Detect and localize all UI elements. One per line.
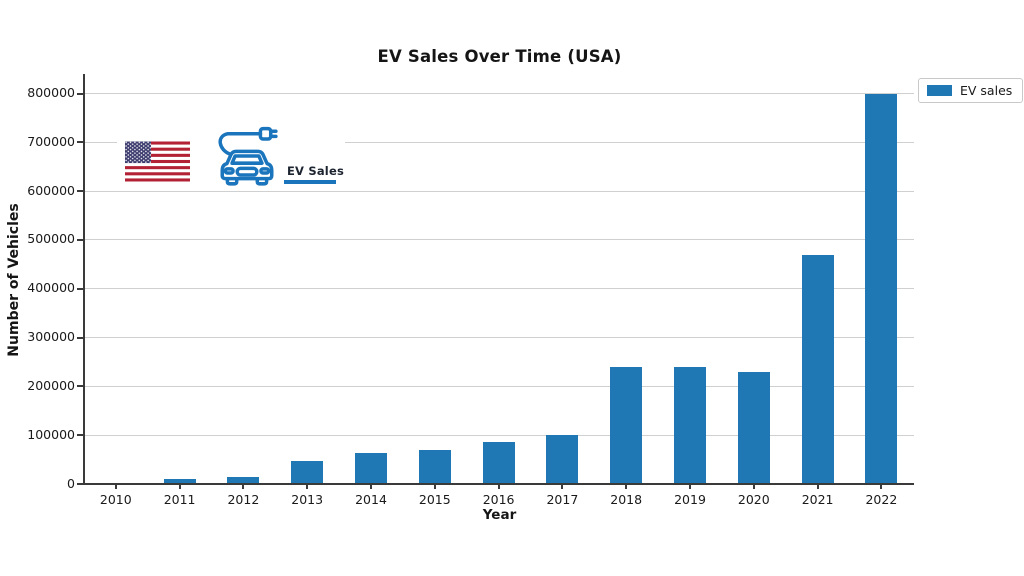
x-tick-label-2010: 2010: [99, 492, 132, 507]
y-tick-600000: [77, 190, 85, 193]
x-tick-label-2014: 2014: [355, 492, 387, 507]
y-tick-0: [77, 483, 85, 485]
x-tick-label-2013: 2013: [291, 492, 324, 507]
x-tick-2020: [752, 484, 755, 489]
bar-2018: [610, 366, 643, 484]
logo-underline: [284, 180, 336, 184]
x-tick-2016: [497, 484, 500, 489]
bar-2020: [737, 371, 770, 484]
y-tick-label-100000: 100000: [27, 426, 75, 442]
x-tick-label-2016: 2016: [482, 492, 515, 507]
x-tick-2013: [306, 484, 309, 489]
y-tick-label-200000: 200000: [27, 377, 75, 393]
y-tick-label-800000: 800000: [27, 85, 75, 101]
y-tick-label-400000: 400000: [27, 280, 75, 296]
y-tick-800000: [77, 92, 85, 95]
y-tick-label-0: 0: [67, 475, 75, 491]
gridline-500000: [85, 239, 914, 241]
bar-2012: [227, 476, 260, 484]
x-tick-2022: [880, 484, 883, 489]
plot-area: 0 100000 200000 300000 400000 500000 600000 700…: [27, 74, 914, 507]
x-axis-spine: [83, 483, 914, 485]
legend-swatch-icon: [927, 85, 952, 96]
bar-2015: [418, 449, 451, 484]
chart-title: EV Sales Over Time (USA): [377, 47, 622, 66]
y-tick-label-700000: 700000: [27, 133, 75, 149]
gridline-800000: [85, 93, 914, 95]
x-tick-label-2022: 2022: [865, 492, 898, 507]
x-tick-2019: [689, 484, 691, 489]
x-tick-label-2018: 2018: [610, 492, 643, 507]
bar-2013: [291, 461, 324, 484]
y-tick-200000: [77, 385, 85, 388]
bar-2011: [163, 479, 196, 484]
y-tick-700000: [77, 141, 85, 144]
gridline-600000: [85, 190, 914, 192]
bar-2016: [482, 441, 515, 484]
y-tick-400000: [77, 287, 85, 290]
gridline-300000: [85, 337, 914, 339]
y-tick-100000: [77, 434, 85, 437]
gridline-100000: [85, 434, 914, 436]
x-tick-2015: [433, 484, 436, 489]
bar-2022: [865, 93, 898, 484]
x-tick-2021: [816, 484, 819, 489]
x-tick-label-2021: 2021: [801, 492, 834, 507]
gridline-400000: [85, 288, 914, 290]
legend: EV sales: [918, 78, 1024, 103]
y-tick-300000: [77, 336, 85, 339]
x-tick-2012: [242, 484, 245, 489]
logo-label: EV Sales: [287, 164, 344, 178]
x-tick-label-2017: 2017: [546, 492, 579, 507]
x-tick-2018: [625, 484, 628, 489]
x-tick-2011: [178, 484, 181, 489]
bar-2021: [801, 254, 834, 484]
x-tick-label-2019: 2019: [674, 492, 706, 507]
x-tick-2014: [370, 484, 372, 489]
x-tick-2010: [114, 484, 117, 489]
y-tick-500000: [77, 238, 85, 241]
x-tick-label-2012: 2012: [227, 492, 260, 507]
ev-car-charging-icon: [218, 126, 278, 186]
gridline-700000: [85, 141, 914, 143]
y-tick-label-500000: 500000: [27, 231, 75, 247]
legend-label: EV sales: [960, 83, 1013, 98]
y-tick-label-600000: 600000: [27, 182, 75, 198]
us-flag-icon: [125, 141, 190, 182]
bar-2019: [674, 366, 706, 484]
bar-2017: [546, 435, 579, 484]
y-axis-spine: [83, 74, 85, 485]
gridline-200000: [85, 385, 914, 387]
y-tick-label-300000: 300000: [27, 329, 75, 345]
bar-2014: [355, 453, 387, 484]
x-tick-label-2015: 2015: [418, 492, 451, 507]
x-tick-label-2020: 2020: [737, 492, 770, 507]
x-tick-label-2011: 2011: [163, 492, 196, 507]
x-axis-title: Year: [482, 507, 517, 523]
x-tick-2017: [561, 484, 564, 489]
